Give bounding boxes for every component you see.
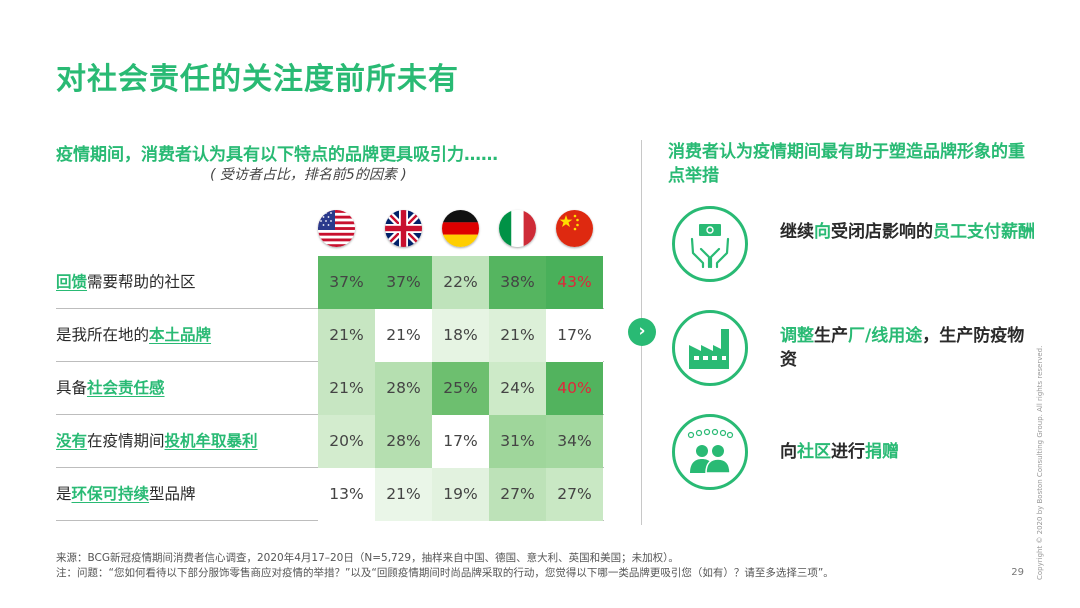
source-note: 来源：BCG新冠疫情期间消费者信心调查，2020年4月17–20日（N=5,72… xyxy=(56,552,679,564)
row-label: 回馈需要帮助的社区 xyxy=(56,273,196,291)
table-cell: 20% xyxy=(318,415,375,468)
uk-flag-icon xyxy=(385,210,422,247)
action-text: 继续向受闭店影响的员工支付薪酬 xyxy=(780,222,1035,242)
action-text: 向社区进行捐赠 xyxy=(780,442,899,462)
table-cell: 25% xyxy=(432,362,489,415)
table-cell: 28% xyxy=(375,415,432,468)
table-cell: 37% xyxy=(318,256,375,309)
china-flag-icon xyxy=(556,210,593,247)
page-title: 对社会责任的关注度前所未有 xyxy=(56,62,459,97)
question-note: 注：问题：“您如何看待以下部分服饰零售商应对疫情的举措？”以及“回顾疫情期间时尚… xyxy=(56,567,834,579)
row-label: 是我所在地的本土品牌 xyxy=(56,326,212,344)
table-cell: 27% xyxy=(546,468,603,521)
right-heading: 消费者认为疫情期间最有助于塑造品牌形象的重点举措 xyxy=(668,142,1025,186)
country-flags xyxy=(318,210,603,250)
table-cell: 24% xyxy=(489,362,546,415)
table-cell: 28% xyxy=(375,362,432,415)
table-cell: 21% xyxy=(318,309,375,362)
table-cell: 37% xyxy=(375,256,432,309)
copyright-note: Copyright © 2020 by Boston Consulting Gr… xyxy=(1036,345,1044,580)
table-cell: 21% xyxy=(375,309,432,362)
table-cell: 40% xyxy=(546,362,603,415)
table-row: 没有在疫情期间投机牟取暴利 20% 28% 17% 31% 34% xyxy=(56,415,604,468)
table-row: 具备社会责任感 21% 28% 25% 24% 40% xyxy=(56,362,604,415)
table-cell: 17% xyxy=(546,309,603,362)
row-label: 具备社会责任感 xyxy=(56,379,165,397)
table-cell: 34% xyxy=(546,415,603,468)
action-item-pay-employees: 继续向受闭店影响的员工支付薪酬 xyxy=(672,206,1052,296)
money-hands-icon xyxy=(672,206,748,282)
chevron-right-icon: › xyxy=(628,318,656,346)
table-row: 是我所在地的本土品牌 21% 21% 18% 21% 17% xyxy=(56,309,604,362)
table-cell: 19% xyxy=(432,468,489,521)
table-cell: 38% xyxy=(489,256,546,309)
table-cell: 17% xyxy=(432,415,489,468)
table-cell: 27% xyxy=(489,468,546,521)
table-cell: 22% xyxy=(432,256,489,309)
page-number: 29 xyxy=(1011,567,1024,578)
table-row: 是环保可持续型品牌 13% 21% 19% 27% 27% xyxy=(56,468,604,521)
row-label: 是环保可持续型品牌 xyxy=(56,485,196,503)
table-cell: 13% xyxy=(318,468,375,521)
table-cell: 21% xyxy=(375,468,432,521)
table-cell: 18% xyxy=(432,309,489,362)
community-icon xyxy=(672,414,748,490)
action-item-repurpose-factory: 调整生产厂/线用途，生产防疫物资 xyxy=(672,310,1052,400)
factory-icon xyxy=(672,310,748,386)
action-item-donate-community: 向社区进行捐赠 xyxy=(672,414,1052,504)
table-cell: 31% xyxy=(489,415,546,468)
left-heading: 疫情期间，消费者认为具有以下特点的品牌更具吸引力…… xyxy=(56,145,498,165)
table-cell: 21% xyxy=(489,309,546,362)
table-cell: 43% xyxy=(546,256,603,309)
left-subheading: ( 受访者占比，排名前5的因素 ) xyxy=(210,167,407,183)
row-label: 没有在疫情期间投机牟取暴利 xyxy=(56,432,258,450)
action-text: 调整生产厂/线用途，生产防疫物资 xyxy=(780,326,1025,370)
germany-flag-icon xyxy=(442,210,479,247)
italy-flag-icon xyxy=(499,210,536,247)
us-flag-icon xyxy=(318,210,355,247)
table-cell: 21% xyxy=(318,362,375,415)
table-row: 回馈需要帮助的社区 37% 37% 22% 38% 43% xyxy=(56,256,604,309)
footnote: 来源：BCG新冠疫情期间消费者信心调查，2020年4月17–20日（N=5,72… xyxy=(56,551,834,581)
